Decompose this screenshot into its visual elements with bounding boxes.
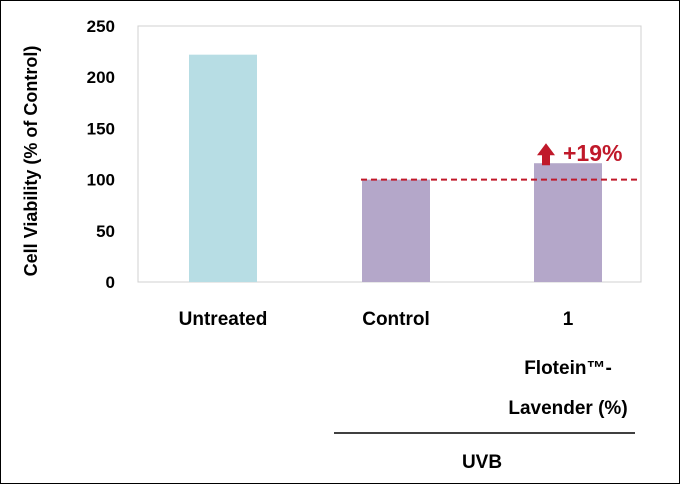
y-axis-label: Cell Viability (% of Control) (21, 46, 41, 277)
y-tick-label: 0 (106, 273, 115, 292)
treatment-label-line2: Lavender (%) (508, 398, 627, 419)
y-tick-label: 50 (96, 222, 115, 241)
x-category-label: 1 (563, 309, 574, 330)
y-tick-label: 200 (87, 68, 115, 87)
up-arrow-icon (537, 143, 555, 166)
annotation: +19% (537, 140, 622, 166)
y-axis-ticks: 0 50 100 150 200 250 (87, 17, 115, 292)
x-axis-labels: Untreated Control 1 (179, 309, 574, 330)
treatment-label-line1: Flotein™- (524, 358, 612, 379)
x-category-label: Control (362, 309, 430, 330)
y-tick-label: 250 (87, 17, 115, 36)
y-tick-label: 100 (87, 171, 115, 190)
y-tick-label: 150 (87, 119, 115, 138)
bars (189, 54, 602, 283)
bar (362, 179, 430, 282)
bar (189, 54, 257, 283)
bar (534, 163, 602, 282)
condition-label: UVB (462, 452, 502, 473)
x-category-label: Untreated (179, 309, 268, 330)
annotation-label: +19% (563, 140, 622, 166)
